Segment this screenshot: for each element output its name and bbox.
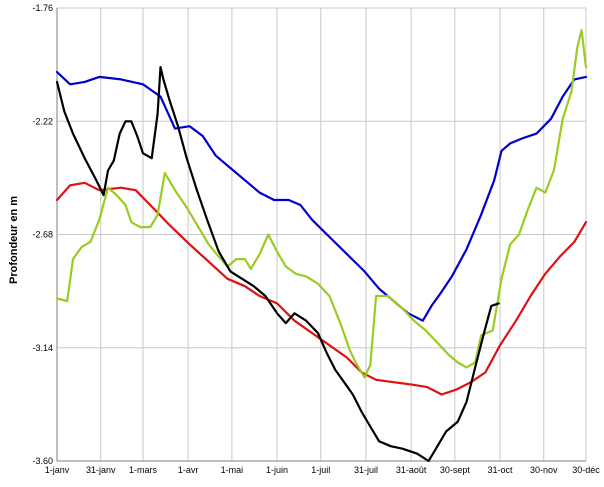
x-tick-label: 31-oct <box>488 465 514 475</box>
x-tick-label: 1-mars <box>129 465 158 475</box>
x-tick-label: 1-juin <box>266 465 288 475</box>
x-tick-label: 1-juil <box>311 465 330 475</box>
x-tick-labels: 1-janv 31-janv 1-mars 1-avr 1-mai 1-juin 1-jui… <box>45 465 601 475</box>
y-tick-label: -3.14 <box>32 343 53 353</box>
y-tick-labels: -1.76 -2.22 -2.68 -3.14 -3.60 <box>32 3 53 466</box>
grid <box>56 7 587 462</box>
x-tick-label: 1-janv <box>45 465 70 475</box>
series-lines <box>55 29 588 463</box>
y-tick-label: -3.60 <box>32 456 53 466</box>
y-axis-title: Profondeur en m <box>8 196 20 284</box>
x-tick-label: 1-avr <box>178 465 199 475</box>
x-tick-label: 31-août <box>396 465 427 475</box>
x-tick-label: 30-déc <box>572 465 600 475</box>
series-line-4 <box>55 66 500 463</box>
series-line-2 <box>55 181 588 396</box>
series-line-1 <box>55 70 588 322</box>
y-tick-label: -2.68 <box>32 230 53 240</box>
x-tick-label: 31-janv <box>86 465 116 475</box>
y-tick-label: -1.76 <box>32 3 53 13</box>
x-tick-label: 30-nov <box>530 465 558 475</box>
x-tick-label: 30-sept <box>440 465 471 475</box>
y-tick-label: -2.22 <box>32 116 53 126</box>
series-line-3 <box>55 29 588 379</box>
x-tick-label: 1-mai <box>221 465 244 475</box>
x-tick-label: 31-juil <box>354 465 378 475</box>
